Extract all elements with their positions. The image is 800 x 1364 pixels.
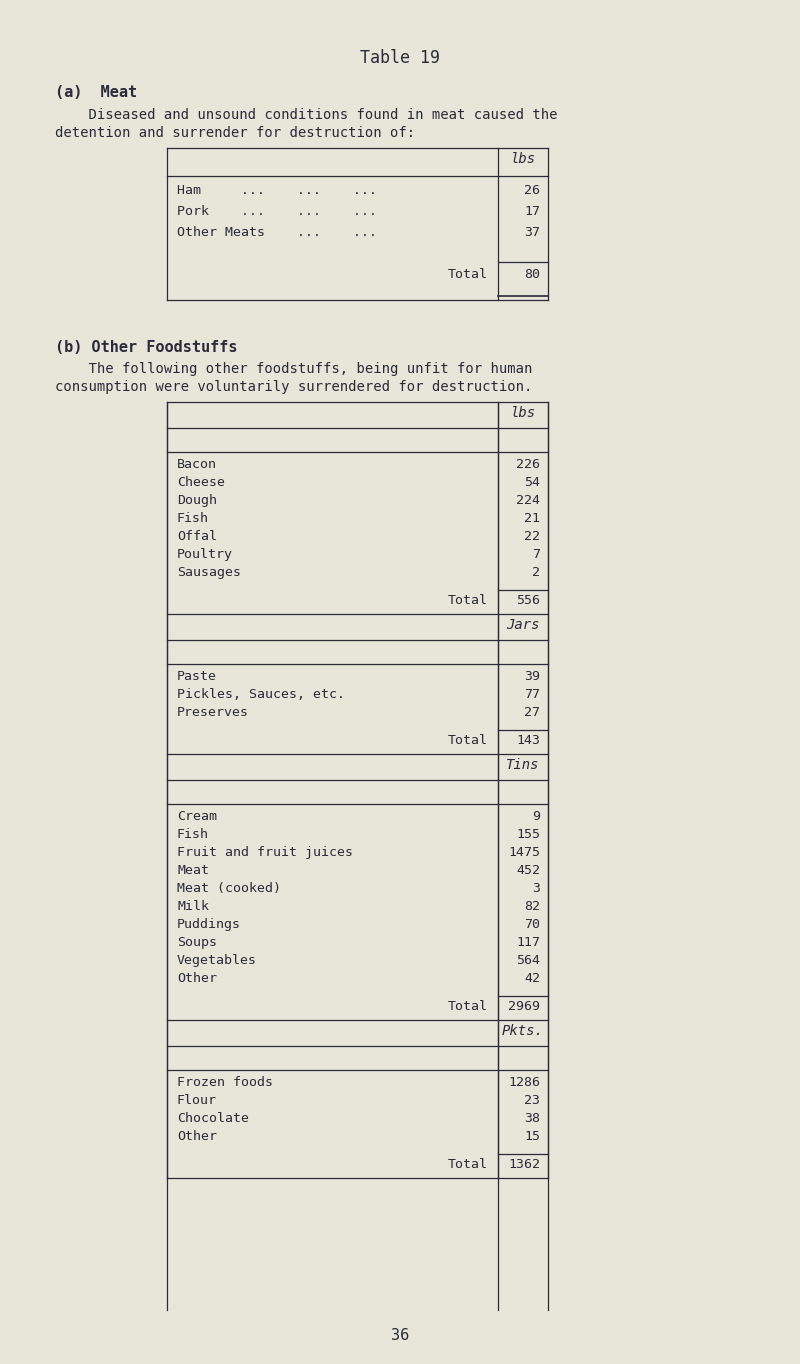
Text: 226: 226 bbox=[516, 458, 540, 471]
Text: Bacon: Bacon bbox=[177, 458, 217, 471]
Text: 77: 77 bbox=[524, 687, 540, 701]
Text: consumption were voluntarily surrendered for destruction.: consumption were voluntarily surrendered… bbox=[55, 381, 532, 394]
Text: 27: 27 bbox=[524, 707, 540, 719]
Text: 155: 155 bbox=[516, 828, 540, 842]
Text: Poultry: Poultry bbox=[177, 548, 233, 561]
Text: Fish: Fish bbox=[177, 828, 209, 842]
Text: 22: 22 bbox=[524, 531, 540, 543]
Text: 38: 38 bbox=[524, 1112, 540, 1125]
Text: Paste: Paste bbox=[177, 670, 217, 683]
Text: 564: 564 bbox=[516, 953, 540, 967]
Text: 15: 15 bbox=[524, 1129, 540, 1143]
Text: Preserves: Preserves bbox=[177, 707, 249, 719]
Text: Pkts.: Pkts. bbox=[502, 1024, 544, 1038]
Text: 1362: 1362 bbox=[508, 1158, 540, 1172]
Text: 54: 54 bbox=[524, 476, 540, 490]
Text: Pickles, Sauces, etc.: Pickles, Sauces, etc. bbox=[177, 687, 345, 701]
Text: 26: 26 bbox=[524, 184, 540, 196]
Text: 1475: 1475 bbox=[508, 846, 540, 859]
Text: Total: Total bbox=[448, 1158, 488, 1172]
Text: Cheese: Cheese bbox=[177, 476, 225, 490]
Text: Meat: Meat bbox=[177, 863, 209, 877]
Text: 2: 2 bbox=[532, 566, 540, 578]
Text: lbs: lbs bbox=[510, 406, 535, 420]
Text: 452: 452 bbox=[516, 863, 540, 877]
Text: Table 19: Table 19 bbox=[360, 49, 440, 67]
Text: 117: 117 bbox=[516, 936, 540, 949]
Text: Total: Total bbox=[448, 734, 488, 747]
Text: Jars: Jars bbox=[506, 618, 540, 632]
Text: Other: Other bbox=[177, 973, 217, 985]
Text: Diseased and unsound conditions found in meat caused the: Diseased and unsound conditions found in… bbox=[55, 108, 558, 121]
Text: (a)  Meat: (a) Meat bbox=[55, 85, 137, 100]
Text: 70: 70 bbox=[524, 918, 540, 932]
Text: Soups: Soups bbox=[177, 936, 217, 949]
Text: 39: 39 bbox=[524, 670, 540, 683]
Text: 9: 9 bbox=[532, 810, 540, 822]
Text: 224: 224 bbox=[516, 494, 540, 507]
Text: Frozen foods: Frozen foods bbox=[177, 1076, 273, 1088]
Text: 143: 143 bbox=[516, 734, 540, 747]
Text: lbs: lbs bbox=[510, 151, 535, 166]
Text: detention and surrender for destruction of:: detention and surrender for destruction … bbox=[55, 125, 415, 140]
Text: Total: Total bbox=[448, 267, 488, 281]
Text: 2969: 2969 bbox=[508, 1000, 540, 1013]
Text: 36: 36 bbox=[391, 1327, 409, 1342]
Text: Dough: Dough bbox=[177, 494, 217, 507]
Text: Other: Other bbox=[177, 1129, 217, 1143]
Text: 42: 42 bbox=[524, 973, 540, 985]
Text: 556: 556 bbox=[516, 593, 540, 607]
Text: 23: 23 bbox=[524, 1094, 540, 1108]
Text: The following other foodstuffs, being unfit for human: The following other foodstuffs, being un… bbox=[55, 361, 532, 376]
Text: (b) Other Foodstuffs: (b) Other Foodstuffs bbox=[55, 340, 238, 355]
Text: 82: 82 bbox=[524, 900, 540, 913]
Text: Cream: Cream bbox=[177, 810, 217, 822]
Text: Total: Total bbox=[448, 593, 488, 607]
Text: Fruit and fruit juices: Fruit and fruit juices bbox=[177, 846, 353, 859]
Text: Milk: Milk bbox=[177, 900, 209, 913]
Text: Meat (cooked): Meat (cooked) bbox=[177, 883, 281, 895]
Text: Total: Total bbox=[448, 1000, 488, 1013]
Text: Vegetables: Vegetables bbox=[177, 953, 257, 967]
Text: 21: 21 bbox=[524, 512, 540, 525]
Text: 17: 17 bbox=[524, 205, 540, 218]
Text: Puddings: Puddings bbox=[177, 918, 241, 932]
Text: 1286: 1286 bbox=[508, 1076, 540, 1088]
Text: Ham     ...    ...    ...: Ham ... ... ... bbox=[177, 184, 377, 196]
Text: Offal: Offal bbox=[177, 531, 217, 543]
Text: Pork    ...    ...    ...: Pork ... ... ... bbox=[177, 205, 377, 218]
Text: Flour: Flour bbox=[177, 1094, 217, 1108]
Text: Fish: Fish bbox=[177, 512, 209, 525]
Text: Sausages: Sausages bbox=[177, 566, 241, 578]
Text: 7: 7 bbox=[532, 548, 540, 561]
Text: 37: 37 bbox=[524, 226, 540, 239]
Text: 80: 80 bbox=[524, 267, 540, 281]
Text: Other Meats    ...    ...: Other Meats ... ... bbox=[177, 226, 377, 239]
Text: Chocolate: Chocolate bbox=[177, 1112, 249, 1125]
Text: Tins: Tins bbox=[506, 758, 540, 772]
Text: 3: 3 bbox=[532, 883, 540, 895]
